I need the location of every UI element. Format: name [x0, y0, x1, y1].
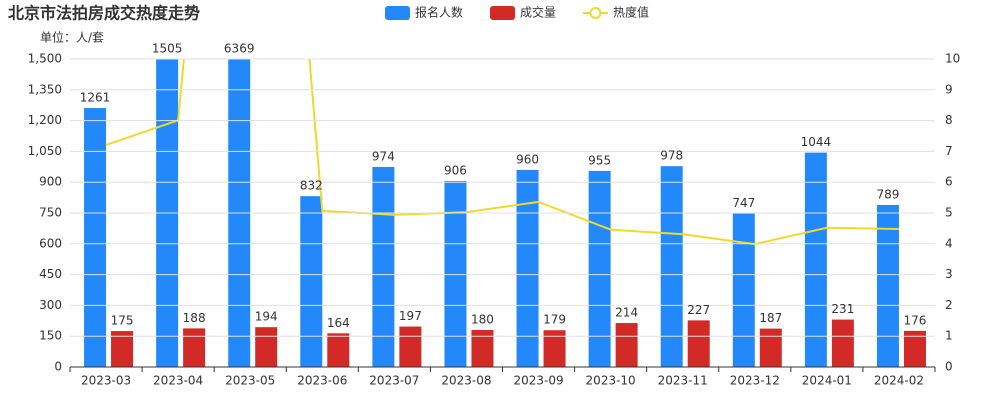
y-tick-label: 1,050 — [28, 144, 62, 158]
x-tick-label: 2023-04 — [153, 374, 203, 388]
legend-swatch — [589, 7, 602, 19]
value-label: 227 — [687, 303, 710, 317]
x-tick-label: 2023-07 — [369, 374, 419, 388]
value-label: 1505 — [152, 42, 183, 56]
y2-tick-label: 8 — [945, 113, 953, 127]
value-label: 188 — [183, 311, 206, 325]
value-label: 176 — [904, 313, 927, 327]
y2-tick-label: 4 — [945, 236, 953, 250]
y-tick-label: 750 — [39, 206, 62, 220]
bar — [831, 319, 854, 367]
x-tick-label: 2023-06 — [297, 374, 347, 388]
value-label: 906 — [444, 163, 467, 177]
bar — [543, 330, 566, 367]
y2-tick-label: 5 — [945, 206, 953, 220]
y2-tick-label: 2 — [945, 298, 953, 312]
bar — [183, 328, 206, 367]
value-label: 974 — [372, 150, 395, 164]
y-tick-label: 300 — [39, 298, 62, 312]
y-tick-label: 450 — [39, 267, 62, 281]
x-tick-label: 2024-02 — [874, 374, 924, 388]
value-label: 179 — [543, 313, 566, 327]
bar — [588, 170, 611, 367]
bar — [903, 330, 926, 367]
x-tick-label: 2023-12 — [730, 374, 780, 388]
bar — [687, 320, 710, 367]
x-tick-label: 2023-10 — [586, 374, 636, 388]
y2-tick-label: 10 — [945, 52, 960, 66]
bar — [300, 196, 323, 367]
value-label: 6369 — [224, 42, 255, 56]
value-label: 955 — [588, 153, 611, 167]
y-tick-label: 1,500 — [28, 52, 62, 66]
x-tick-label: 2023-03 — [81, 374, 131, 388]
x-tick-label: 2024-01 — [802, 374, 852, 388]
legend-label: 报名人数 — [415, 5, 463, 20]
value-label: 197 — [399, 309, 422, 323]
y-tick-label: 0 — [54, 360, 62, 374]
bar — [660, 166, 683, 367]
value-label: 180 — [471, 313, 494, 327]
y-tick-label: 150 — [39, 329, 62, 343]
y2-tick-label: 6 — [945, 175, 953, 189]
bar — [444, 180, 467, 367]
value-label: 832 — [300, 179, 323, 193]
value-label: 1261 — [80, 91, 111, 105]
x-tick-label: 2023-05 — [225, 374, 275, 388]
y-tick-label: 1,200 — [28, 113, 62, 127]
y-tick-label: 1,350 — [28, 82, 62, 96]
legend-swatch — [385, 6, 410, 20]
value-label: 789 — [877, 187, 900, 201]
bar — [399, 326, 422, 367]
y2-tick-label: 9 — [945, 82, 953, 96]
value-label: 960 — [516, 152, 539, 166]
y2-tick-label: 7 — [945, 144, 953, 158]
legend-swatch — [490, 6, 516, 20]
x-tick-label: 2023-09 — [513, 374, 563, 388]
legend-label: 热度值 — [613, 5, 649, 20]
bar — [84, 108, 107, 367]
y2-tick-label: 3 — [945, 267, 953, 281]
bar — [876, 204, 899, 367]
legend-label: 成交量 — [520, 5, 556, 20]
y2-tick-label: 1 — [945, 329, 953, 343]
value-label: 231 — [831, 302, 854, 316]
y-tick-label: 900 — [39, 175, 62, 189]
bar — [732, 213, 755, 367]
value-label: 194 — [255, 310, 278, 324]
value-label: 214 — [615, 306, 638, 320]
x-tick-label: 2023-11 — [658, 374, 708, 388]
value-label: 175 — [111, 314, 134, 328]
y-tick-label: 600 — [39, 236, 62, 250]
value-label: 187 — [759, 311, 782, 325]
bar — [111, 331, 134, 367]
value-label: 164 — [327, 316, 350, 330]
y2-tick-label: 0 — [945, 360, 953, 374]
plot-area — [84, 59, 926, 367]
value-label: 1044 — [801, 135, 832, 149]
bar — [255, 327, 278, 367]
bar — [471, 330, 494, 367]
y-axis-label: 单位：人/套 — [40, 30, 104, 45]
bar — [615, 323, 638, 367]
bar — [372, 167, 395, 367]
bar — [156, 59, 179, 367]
chart-title: 北京市法拍房成交热度走势 — [8, 4, 200, 23]
bar — [759, 328, 782, 367]
bar — [327, 333, 350, 367]
value-label: 747 — [732, 196, 755, 210]
line — [105, 59, 899, 246]
bar — [516, 169, 539, 367]
x-tick-label: 2023-08 — [441, 374, 491, 388]
value-label: 978 — [660, 149, 683, 163]
bar — [804, 152, 827, 367]
